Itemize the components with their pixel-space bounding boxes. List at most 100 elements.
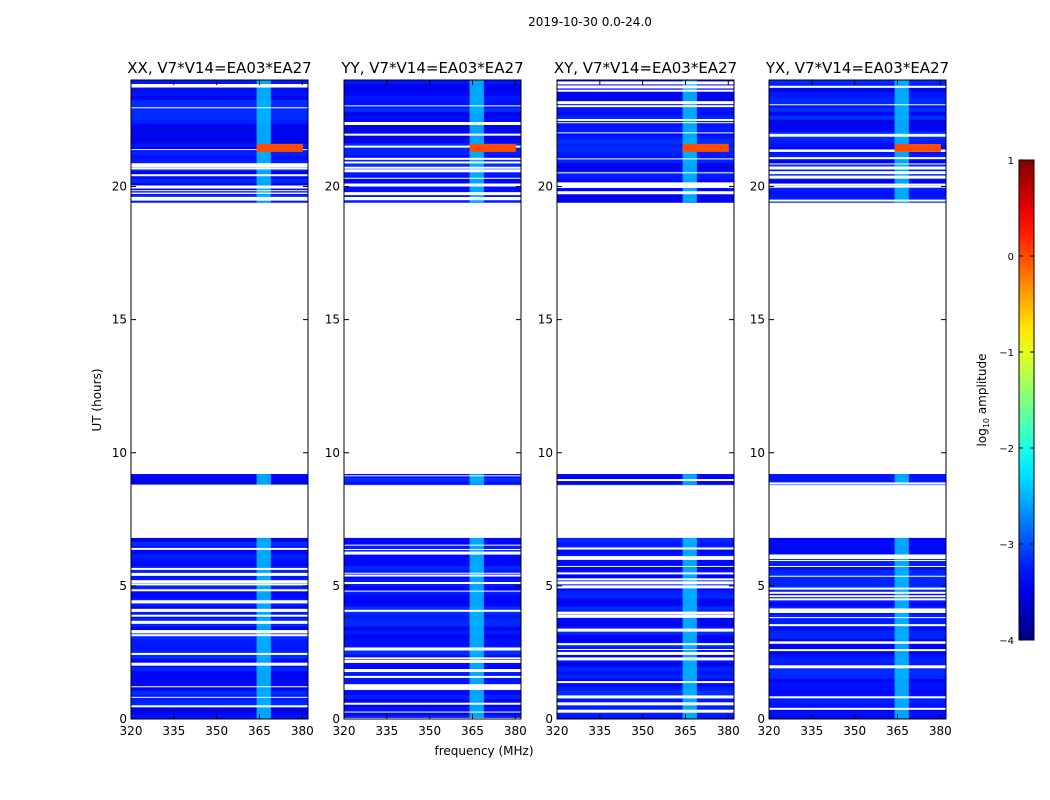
x-tick-label: 350 (418, 724, 441, 738)
noise-row (344, 166, 521, 172)
spectrogram (769, 80, 946, 719)
noise-row (769, 143, 946, 148)
noise-row (344, 650, 521, 656)
flagged-line (344, 177, 521, 179)
noise-row (557, 598, 734, 603)
flagged-line (131, 696, 308, 698)
noise-row (769, 123, 946, 128)
flagged-line (557, 651, 734, 655)
noise-row (557, 638, 734, 644)
noise-row (557, 646, 734, 652)
noise-row (344, 570, 521, 575)
flagged-line (557, 611, 734, 615)
noise-row (344, 586, 521, 591)
flagged-line (131, 190, 308, 192)
noise-row (344, 541, 521, 547)
noise-row (557, 658, 734, 664)
noise-row (769, 646, 946, 652)
noise-row (131, 650, 308, 656)
noise-row (557, 698, 734, 704)
noise-row (557, 139, 734, 144)
noise-row (557, 674, 734, 680)
spectrogram (131, 80, 308, 719)
noise-row (557, 143, 734, 148)
noise-row (131, 654, 308, 660)
noise-row (344, 582, 521, 587)
noise-row (344, 714, 521, 719)
flagged-line (344, 183, 521, 187)
flagged-line (344, 581, 521, 584)
flagged-line (769, 185, 946, 188)
flagged-line (769, 665, 946, 669)
noise-row (769, 115, 946, 121)
panel-frame (130, 79, 309, 720)
noise-row (557, 622, 734, 627)
noise-row (131, 178, 308, 184)
panel-3: YX, V7*V14=EA03*EA27 320 335 350 365 380 0 5 10 1… (750, 59, 952, 738)
noise-row (557, 706, 734, 712)
flagged-line (769, 587, 946, 590)
noise-row (131, 143, 308, 148)
flagged-line (769, 171, 946, 175)
noise-row (131, 590, 308, 595)
noise-row (131, 606, 308, 611)
noise-row (131, 474, 308, 479)
rfi-burst (503, 143, 516, 152)
y-tick-label: 5 (757, 579, 765, 593)
rfi-burst (906, 143, 919, 152)
noise-row (344, 107, 521, 113)
noise-row (769, 127, 946, 132)
noise-row (131, 198, 308, 203)
noise-row (344, 99, 521, 105)
noise-row (769, 107, 946, 113)
noise-row (131, 562, 308, 567)
panel-2: XY, V7*V14=EA03*EA27 320 335 350 365 380 0 5 10 1… (538, 59, 740, 738)
flagged-line (131, 583, 308, 586)
noise-row (344, 95, 521, 101)
noise-row (769, 477, 946, 482)
flagged-line (344, 157, 521, 160)
spectrogram (557, 80, 734, 719)
flagged-line (557, 614, 734, 618)
noise-row (769, 666, 946, 672)
noise-row (344, 618, 521, 623)
rfi-burst (705, 143, 718, 152)
noise-row (769, 541, 946, 547)
flagged-line (557, 556, 734, 558)
x-tick-label: 365 (886, 724, 909, 738)
flagged-line (557, 185, 734, 189)
noise-row (344, 566, 521, 571)
noise-row (131, 670, 308, 676)
y-tick-label: 0 (545, 712, 553, 726)
flagged-line (344, 133, 521, 136)
noise-row (769, 686, 946, 692)
y-tick-label: 0 (119, 712, 127, 726)
colorbar-tick-label: −1 (999, 348, 1014, 359)
x-tick-label: 335 (162, 724, 185, 738)
noise-row (344, 710, 521, 716)
flagged-line (344, 166, 521, 169)
flagged-line (769, 641, 946, 643)
noise-row (769, 630, 946, 636)
noise-row (131, 537, 308, 543)
noise-row (344, 642, 521, 648)
y-tick-label: 10 (325, 446, 340, 460)
y-tick-label: 15 (325, 313, 340, 327)
noise-row (344, 83, 521, 89)
flagged-line (131, 589, 308, 592)
noise-row (344, 162, 521, 168)
noise-row (344, 170, 521, 176)
noise-row (557, 714, 734, 719)
noise-row (344, 598, 521, 603)
flagged-line (557, 122, 734, 124)
flagged-line (769, 157, 946, 160)
flagged-line (769, 163, 946, 165)
rfi-band (469, 474, 484, 485)
noise-row (344, 610, 521, 615)
flagged-line (557, 89, 734, 92)
noise-row (131, 570, 308, 575)
noise-row (344, 147, 521, 152)
noise-row (769, 550, 946, 555)
noise-row (344, 131, 521, 136)
flagged-line (557, 158, 734, 160)
